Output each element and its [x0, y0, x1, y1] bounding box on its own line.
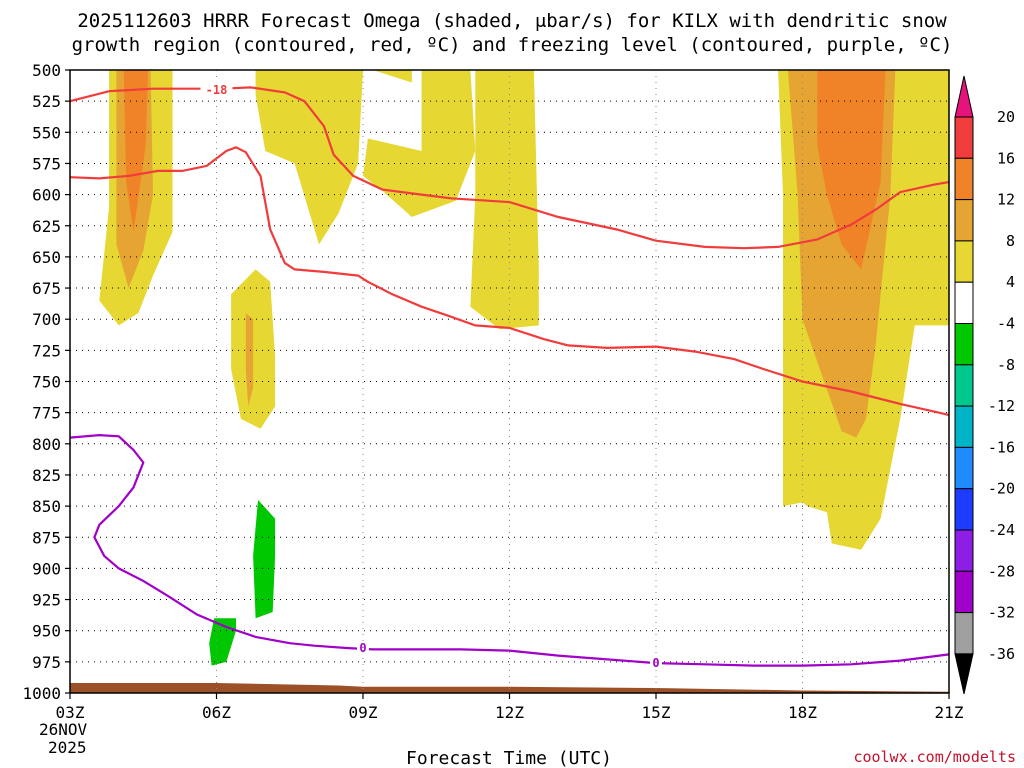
- colorbar-label-11: -28: [988, 562, 1015, 580]
- colorbar-swatch-7: [954, 405, 974, 448]
- y-tick-label-800: 800: [32, 435, 61, 454]
- colorbar-swatch-6: [954, 364, 974, 407]
- y-tick-label-925: 925: [32, 591, 61, 610]
- x-tick-label-12Z: 12Z: [495, 703, 524, 722]
- omega-region-14: [209, 618, 236, 666]
- omega-region-4: [272, 70, 280, 102]
- plot-area: -18 0 0: [69, 69, 950, 694]
- dgz-contour-lower: [69, 146, 950, 417]
- colorbar-swatch-8: [954, 446, 974, 490]
- colorbar: 20 16 12 8 4 -4 -8 -12 -16 -20 -24 -28 -32 -36: [954, 75, 1015, 695]
- x-date-label-day: 26NOV: [39, 720, 88, 739]
- colorbar-label-0: 20: [997, 108, 1015, 126]
- dgz-contour-label: -18: [206, 83, 228, 97]
- x-date-label-year: 2025: [48, 738, 87, 757]
- colorbar-swatch-2: [954, 199, 974, 242]
- colorbar-label-6: -8: [997, 356, 1015, 374]
- colorbar-swatch-3: [954, 240, 974, 283]
- y-tick-label-775: 775: [32, 404, 61, 423]
- omega-region-6: [363, 70, 476, 217]
- freezing-label-bg-1: [650, 656, 662, 670]
- colorbar-label-9: -20: [988, 480, 1015, 498]
- y-tick-label-975: 975: [32, 653, 61, 672]
- colorbar-label-12: -32: [988, 604, 1015, 622]
- freezing-level-label-0: 0: [359, 641, 366, 655]
- omega-region-7: [470, 70, 539, 330]
- colorbar-swatch-0: [954, 116, 974, 159]
- colorbar-label-4: 4: [1006, 273, 1015, 291]
- y-tick-label-750: 750: [32, 373, 61, 392]
- colorbar-swatch-12: [954, 612, 974, 655]
- colorbar-swatch-5: [954, 323, 974, 366]
- x-tick-label-03Z: 03Z: [56, 703, 85, 722]
- y-tick-label-825: 825: [32, 466, 61, 485]
- x-axis-title: Forecast Time (UTC): [406, 748, 612, 768]
- x-tick-label-09Z: 09Z: [349, 703, 378, 722]
- x-axis: 03Z 06Z 09Z 12Z 15Z 18Z 21Z: [56, 693, 964, 722]
- colorbar-swatch-11: [954, 570, 974, 614]
- colorbar-swatch-10: [954, 529, 974, 572]
- colorbar-label-8: -16: [988, 438, 1015, 456]
- y-tick-label-725: 725: [32, 341, 61, 360]
- freezing-level-contour: [69, 433, 950, 667]
- y-tick-label-875: 875: [32, 528, 61, 547]
- y-tick-label-700: 700: [32, 310, 61, 329]
- y-tick-label-850: 850: [32, 497, 61, 516]
- omega-region-13: [253, 499, 276, 619]
- chart-title-line-1: 2025112603 HRRR Forecast Omega (shaded, …: [77, 10, 947, 32]
- omega-shading: [99, 70, 949, 666]
- colorbar-swatch-4: [954, 281, 974, 325]
- y-tick-label-950: 950: [32, 622, 61, 641]
- freezing-label-bg-0: [357, 641, 369, 655]
- x-tick-label-18Z: 18Z: [788, 703, 817, 722]
- y-tick-label-900: 900: [32, 559, 61, 578]
- colorbar-label-7: -12: [988, 397, 1015, 415]
- colorbar-label-3: 8: [1006, 232, 1015, 250]
- colorbar-label-2: 12: [997, 191, 1015, 209]
- colorbar-label-10: -24: [988, 521, 1015, 539]
- x-tick-label-21Z: 21Z: [935, 703, 964, 722]
- freezing-level-label-1: 0: [652, 656, 659, 670]
- y-tick-label-600: 600: [32, 186, 61, 205]
- y-tick-label-550: 550: [32, 123, 61, 142]
- omega-region-2: [123, 70, 149, 232]
- x-tick-label-15Z: 15Z: [642, 703, 671, 722]
- colorbar-swatch-1: [954, 157, 974, 201]
- y-tick-label-525: 525: [32, 92, 61, 111]
- colorbar-swatch-9: [954, 488, 974, 531]
- grid-lines: [70, 70, 949, 693]
- contour-lines: -18 0 0: [69, 82, 950, 670]
- chart-title-line-2: growth region (contoured, red, ºC) and f…: [72, 34, 953, 56]
- colorbar-label-1: 16: [997, 149, 1015, 167]
- colorbar-label-13: -36: [988, 645, 1015, 663]
- omega-region-12: [817, 70, 886, 270]
- omega-region-9: [245, 313, 254, 407]
- omega-region-3: [255, 70, 363, 245]
- y-tick-label-650: 650: [32, 248, 61, 267]
- y-tick-label-625: 625: [32, 217, 61, 236]
- colorbar-label-5: -4: [997, 315, 1015, 333]
- y-tick-label-675: 675: [32, 279, 61, 298]
- y-tick-label-500: 500: [32, 61, 61, 80]
- credit-text: coolwx.com/modelts: [853, 748, 1016, 766]
- colorbar-bottom-arrow: [954, 653, 974, 695]
- y-tick-label-575: 575: [32, 154, 61, 173]
- omega-region-5: [372, 70, 412, 83]
- colorbar-top-arrow: [954, 75, 974, 118]
- y-tick-label-1000: 1000: [22, 684, 61, 703]
- y-axis: 500 525 550 575 600 625 650 675 700 725 750 775 800 8…: [22, 61, 70, 703]
- dgz-label-bg: [200, 82, 233, 97]
- x-tick-label-06Z: 06Z: [202, 703, 231, 722]
